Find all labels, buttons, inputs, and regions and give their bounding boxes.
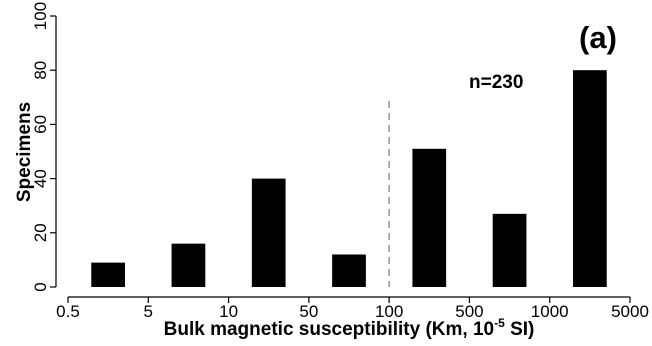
bar: [91, 262, 126, 287]
x-tick-label: 5000: [611, 302, 649, 321]
bars-group: [91, 70, 607, 287]
bar: [332, 254, 366, 287]
y-tick-label: 80: [31, 61, 50, 80]
x-axis-title: Bulk magnetic susceptibility (Km, 10-5 S…: [164, 316, 535, 340]
x-tick-label: 1000: [531, 302, 569, 321]
x-tick-label: 500: [455, 302, 483, 321]
x-tick-label: 50: [299, 302, 318, 321]
bar: [171, 243, 206, 287]
y-tick-label: 20: [31, 223, 50, 242]
x-tick-label: 10: [219, 302, 238, 321]
x-tick-label: 5: [144, 302, 153, 321]
x-tick-label: 0.5: [56, 302, 80, 321]
y-tick-label: 40: [31, 169, 50, 188]
x-axis-title-main: Bulk magnetic susceptibility (Km, 10: [164, 319, 494, 340]
y-tick-label: 100: [31, 2, 50, 30]
y-ticks-group: 0 20 40 60 80 100: [31, 2, 56, 292]
bar: [251, 178, 286, 287]
x-axis-title-sup: -5: [494, 316, 505, 330]
sample-count-annotation: n=230: [469, 72, 523, 93]
y-axis-title: Specimens: [14, 102, 35, 202]
bar: [412, 148, 447, 287]
y-tick-label: 60: [31, 115, 50, 134]
panel-label: (a): [579, 20, 617, 55]
bar: [572, 70, 607, 287]
x-ticks-group: 0.5 5 10 50 100 500 1000 5000: [56, 297, 649, 321]
y-tick-label: 0: [31, 282, 50, 291]
x-axis-title-end: SI): [505, 319, 535, 340]
x-tick-label: 100: [375, 302, 403, 321]
bar: [492, 213, 527, 287]
